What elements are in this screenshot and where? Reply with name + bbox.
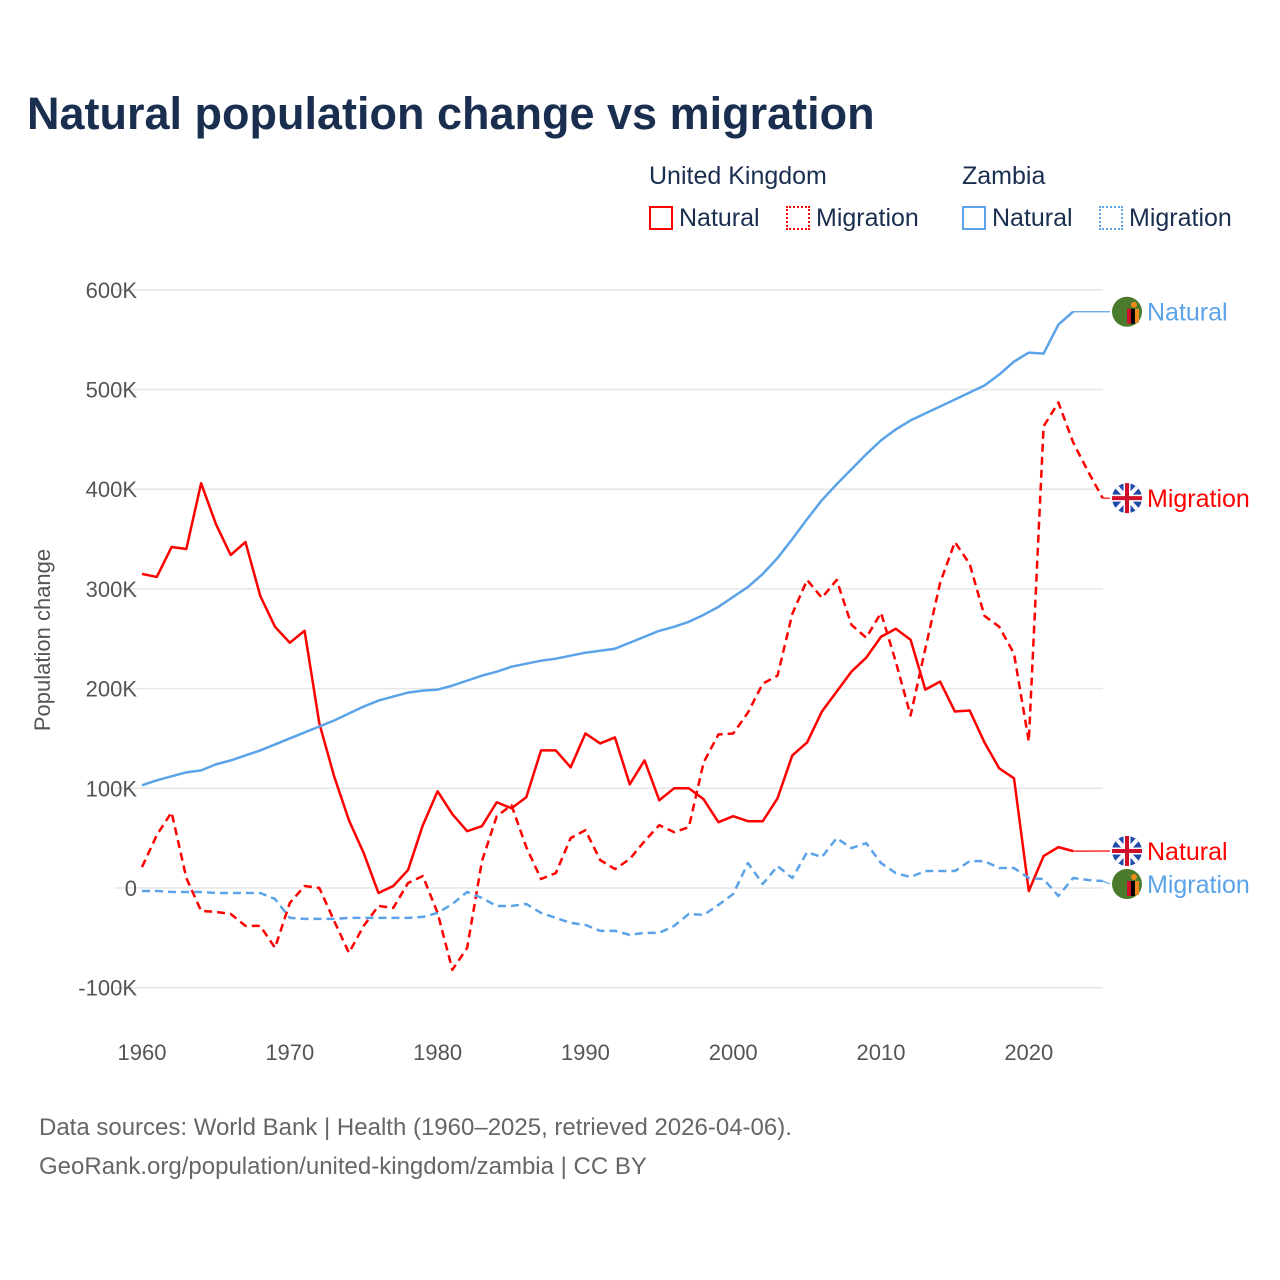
legend-label: Natural (992, 204, 1073, 232)
end-label-zambia-natural: Natural (1147, 299, 1228, 327)
footer-link[interactable]: GeoRank.org/population/united-kingdom/za… (39, 1153, 647, 1180)
end-label-zambia-migration: Migration (1147, 871, 1250, 899)
series-line-united-kingdom-migration (140, 401, 1104, 972)
y-tick-label: 600K (86, 278, 138, 303)
x-tick-label: 2010 (857, 1040, 906, 1065)
y-tick-label: 500K (86, 378, 138, 403)
end-label-united-kingdom-natural: Natural (1147, 838, 1228, 866)
legend-uk-natural[interactable]: Natural (649, 204, 760, 233)
x-tick-label: 1970 (265, 1040, 314, 1065)
zambia-flag-icon (1112, 296, 1142, 327)
legend-group-uk: United Kingdom (649, 162, 827, 190)
label-leader-line (1102, 880, 1111, 885)
y-tick-label: 400K (86, 477, 138, 502)
legend-swatch (962, 206, 986, 230)
x-tick-label: 1980 (413, 1040, 462, 1065)
end-label-united-kingdom-migration: Migration (1147, 485, 1250, 513)
zambia-flag-icon (1112, 869, 1142, 899)
series-line-zambia-natural (141, 310, 1074, 787)
y-axis-label: Population change (30, 549, 55, 731)
chart-title: Natural population change vs migration (27, 88, 875, 139)
legend-label: Migration (1129, 204, 1232, 232)
y-tick-label: -100K (78, 976, 137, 1001)
legend-group-zambia: Zambia (962, 162, 1046, 190)
legend-label: Natural (679, 204, 760, 232)
y-tick-label: 300K (86, 577, 138, 602)
x-tick-label: 1990 (561, 1040, 610, 1065)
legend-swatch (786, 206, 810, 230)
footer-sources: Data sources: World Bank | Health (1960–… (39, 1114, 792, 1141)
series-line-united-kingdom-natural (141, 481, 1074, 895)
y-tick-label: 100K (86, 776, 138, 801)
series-line-zambia-migration (142, 836, 1103, 937)
legend-swatch (649, 206, 673, 230)
footer: Data sources: World Bank | Health (1960–… (39, 1108, 792, 1186)
legend-zambia-natural[interactable]: Natural (962, 204, 1073, 233)
x-tick-label: 2020 (1004, 1040, 1053, 1065)
legend-zambia-migration[interactable]: Migration (1099, 204, 1232, 233)
x-tick-label: 2000 (709, 1040, 758, 1065)
uk-flag-icon (1112, 483, 1142, 514)
x-tick-label: 1960 (118, 1040, 167, 1065)
y-tick-label: 200K (86, 677, 138, 702)
y-tick-label: 0 (125, 876, 137, 901)
legend-uk-migration[interactable]: Migration (786, 204, 919, 233)
uk-flag-icon (1112, 836, 1142, 866)
legend-label: Migration (816, 204, 919, 232)
legend-swatch (1099, 206, 1123, 230)
